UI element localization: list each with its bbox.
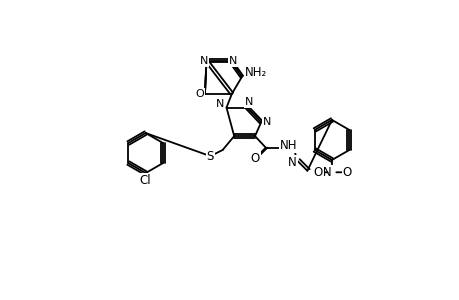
- Text: S: S: [206, 150, 213, 163]
- Text: O: O: [313, 166, 322, 179]
- Text: N: N: [216, 99, 224, 109]
- Text: O: O: [250, 152, 259, 165]
- Text: NH₂: NH₂: [244, 67, 266, 80]
- Text: N: N: [200, 56, 208, 66]
- Text: N: N: [263, 117, 271, 127]
- Text: N: N: [244, 97, 252, 107]
- Text: NH: NH: [280, 139, 297, 152]
- Text: N: N: [288, 156, 297, 169]
- Text: N: N: [228, 56, 236, 66]
- Text: Cl: Cl: [140, 174, 151, 187]
- Text: O: O: [342, 166, 351, 179]
- Text: O: O: [195, 89, 203, 99]
- Text: •N: •N: [316, 166, 331, 179]
